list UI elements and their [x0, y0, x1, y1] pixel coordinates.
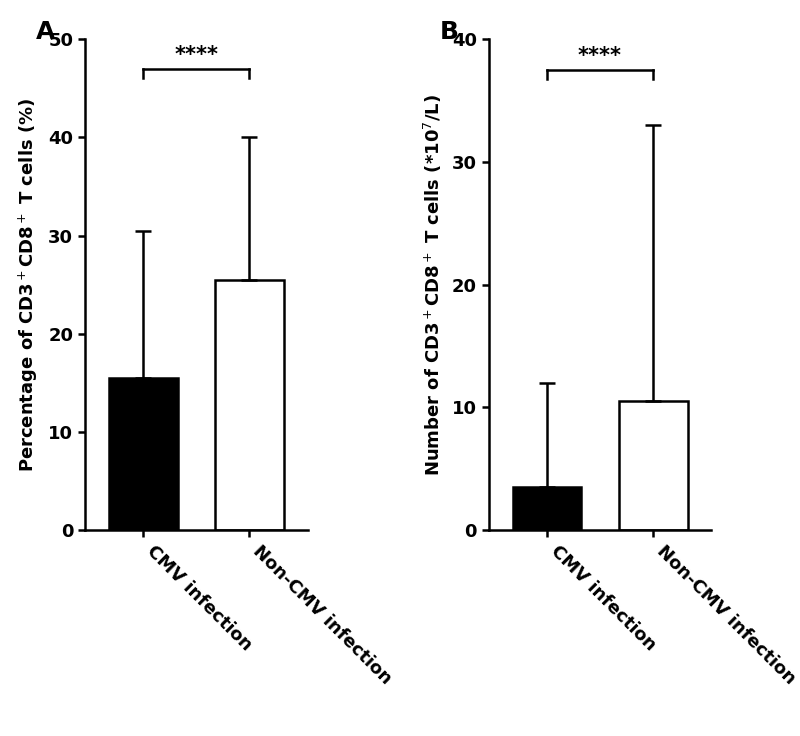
Y-axis label: Number of CD3$^+$CD8$^+$ T cells (*10$^7$/L): Number of CD3$^+$CD8$^+$ T cells (*10$^7… [422, 93, 443, 475]
Bar [513, 487, 582, 530]
Y-axis label: Percentage of CD3$^+$CD8$^+$ T cells (%): Percentage of CD3$^+$CD8$^+$ T cells (%) [17, 98, 40, 472]
Bar [618, 401, 687, 530]
Text: ****: **** [174, 45, 218, 65]
Bar [109, 378, 178, 530]
Text: B: B [440, 20, 458, 43]
Text: ****: **** [578, 46, 622, 66]
Bar [215, 280, 284, 530]
Text: A: A [36, 20, 55, 43]
